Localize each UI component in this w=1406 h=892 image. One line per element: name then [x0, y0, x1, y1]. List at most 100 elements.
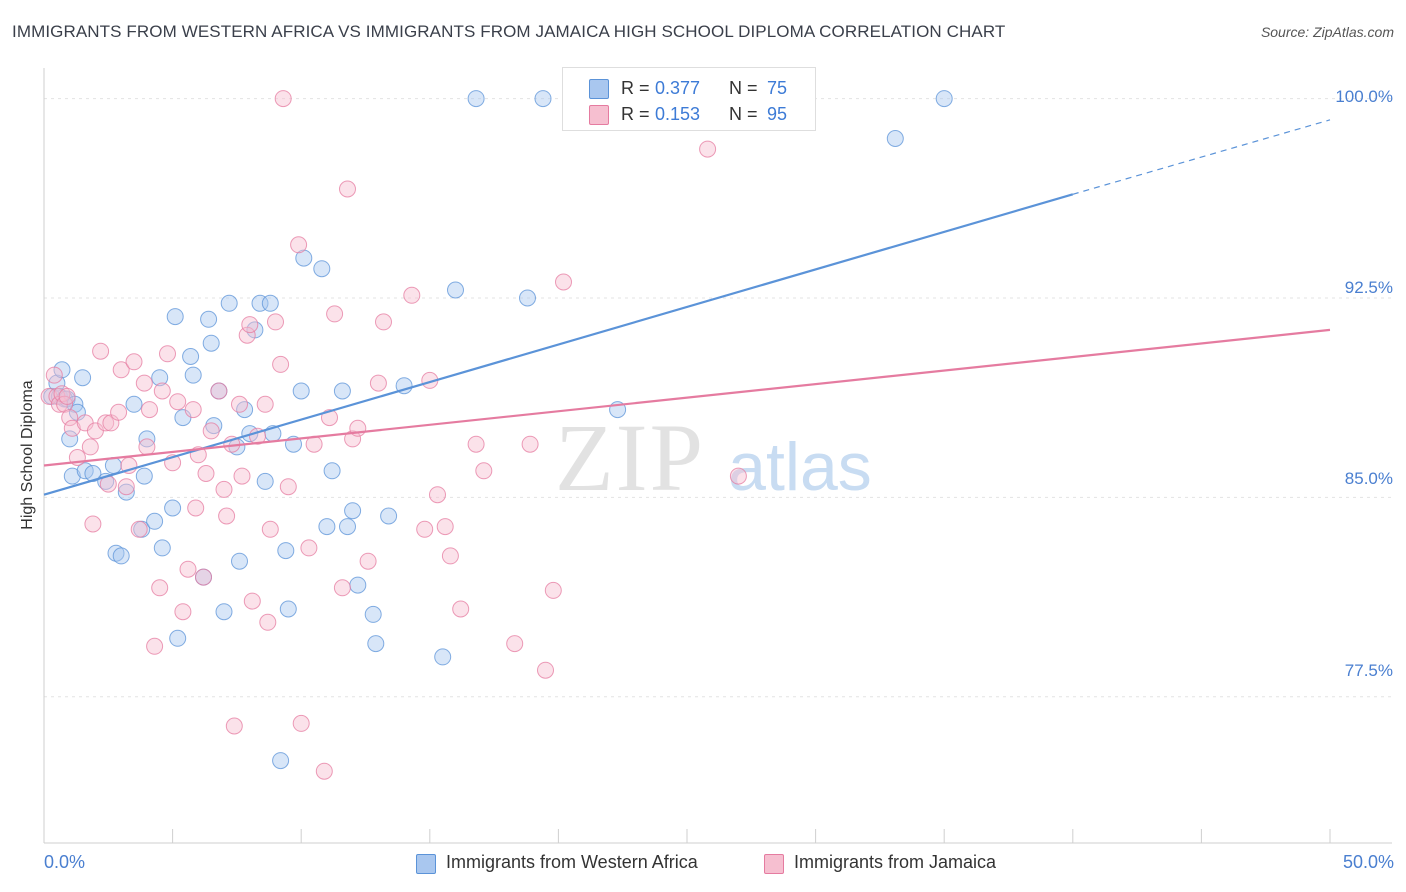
- r-label: R =: [621, 104, 650, 124]
- point-jamaica: [467, 435, 485, 453]
- point-jamaica: [125, 353, 143, 371]
- point-jamaica: [729, 467, 747, 485]
- point-western-africa: [202, 334, 220, 352]
- stats-legend-box: R = 0.377 N = 75 R = 0.153 N = 95: [562, 67, 816, 131]
- point-western-africa: [182, 348, 200, 365]
- point-western-africa: [313, 260, 331, 278]
- r-value: 0.377: [655, 78, 701, 98]
- point-western-africa: [279, 600, 297, 618]
- legend-label-jamaica: Immigrants from Jamaica: [794, 852, 997, 872]
- point-jamaica: [153, 382, 171, 400]
- point-jamaica: [274, 90, 292, 108]
- point-jamaica: [81, 438, 99, 456]
- chart-source: Source: ZipAtlas.com: [1260, 24, 1394, 40]
- point-jamaica: [45, 366, 63, 384]
- n-label: N =: [729, 104, 758, 124]
- point-western-africa: [261, 294, 279, 312]
- point-jamaica: [290, 236, 308, 254]
- x-tick-label-min: 0.0%: [44, 852, 86, 872]
- point-jamaica: [261, 520, 279, 538]
- point-jamaica: [97, 414, 115, 432]
- point-jamaica: [475, 462, 493, 480]
- trend-lines: [43, 119, 1331, 496]
- point-jamaica: [169, 393, 187, 411]
- point-jamaica: [218, 507, 236, 525]
- point-western-africa: [272, 752, 290, 770]
- y-axis-label: High School Diploma: [19, 380, 36, 530]
- point-jamaica: [215, 480, 233, 498]
- point-western-africa: [344, 502, 362, 520]
- point-jamaica: [92, 342, 110, 360]
- legend-label-western-africa: Immigrants from Western Africa: [446, 852, 698, 872]
- point-western-africa: [146, 512, 164, 530]
- point-western-africa: [519, 289, 536, 307]
- point-western-africa: [61, 430, 79, 448]
- point-jamaica: [112, 361, 130, 379]
- point-western-africa: [447, 281, 464, 299]
- point-western-africa: [333, 382, 351, 400]
- point-western-africa: [215, 603, 233, 621]
- point-western-africa: [169, 629, 187, 647]
- point-jamaica: [326, 305, 344, 323]
- point-western-africa: [166, 308, 184, 326]
- trend-line-extension-western-africa: [1072, 119, 1331, 195]
- point-jamaica: [146, 637, 164, 655]
- point-western-africa: [434, 648, 452, 666]
- point-jamaica: [231, 395, 248, 413]
- point-jamaica: [179, 560, 197, 578]
- point-western-africa: [318, 518, 336, 536]
- point-jamaica: [259, 613, 277, 631]
- watermark: ZIP atlas: [555, 404, 872, 511]
- point-western-africa: [74, 369, 92, 387]
- point-jamaica: [135, 374, 153, 392]
- y-tick-label-77-5: 77.5%: [1344, 661, 1393, 680]
- point-jamaica: [344, 430, 362, 448]
- point-jamaica: [300, 539, 318, 557]
- point-western-africa: [534, 90, 552, 108]
- point-jamaica: [369, 374, 387, 392]
- point-western-africa: [153, 539, 171, 557]
- point-western-africa: [277, 542, 295, 560]
- point-western-africa: [151, 369, 169, 387]
- point-jamaica: [436, 518, 454, 536]
- point-jamaica: [159, 345, 176, 363]
- point-jamaica: [555, 273, 572, 291]
- point-jamaica: [375, 313, 392, 331]
- point-western-africa: [63, 467, 81, 485]
- point-jamaica: [521, 435, 539, 453]
- point-jamaica: [233, 467, 251, 485]
- point-western-africa: [349, 576, 367, 594]
- n-value: 95: [767, 104, 788, 124]
- point-western-africa: [380, 507, 398, 525]
- legend-swatch-jamaica: [764, 854, 784, 874]
- point-jamaica: [151, 579, 169, 597]
- point-jamaica: [58, 387, 76, 405]
- trend-line-western-africa: [43, 193, 1074, 496]
- point-western-africa: [231, 552, 248, 570]
- gridlines: [44, 98, 1392, 698]
- point-western-africa: [364, 605, 382, 623]
- point-jamaica: [130, 520, 148, 538]
- point-jamaica: [272, 355, 290, 373]
- y-tick-label-85: 85.0%: [1344, 469, 1393, 488]
- point-western-africa: [236, 401, 254, 419]
- point-jamaica: [184, 401, 202, 419]
- point-jamaica: [84, 515, 102, 533]
- point-jamaica: [187, 499, 205, 517]
- point-western-africa: [339, 518, 356, 536]
- point-jamaica: [537, 661, 554, 679]
- point-jamaica: [506, 635, 524, 653]
- point-jamaica: [544, 581, 562, 599]
- point-jamaica: [117, 478, 135, 496]
- point-western-africa: [367, 635, 385, 653]
- point-jamaica: [267, 313, 284, 331]
- point-western-africa: [135, 467, 153, 485]
- r-value: 0.153: [655, 104, 701, 124]
- point-western-africa: [323, 462, 341, 480]
- point-jamaica: [241, 316, 259, 334]
- point-jamaica: [63, 419, 81, 437]
- point-jamaica: [256, 395, 274, 413]
- point-jamaica: [292, 714, 310, 732]
- point-jamaica: [339, 180, 356, 198]
